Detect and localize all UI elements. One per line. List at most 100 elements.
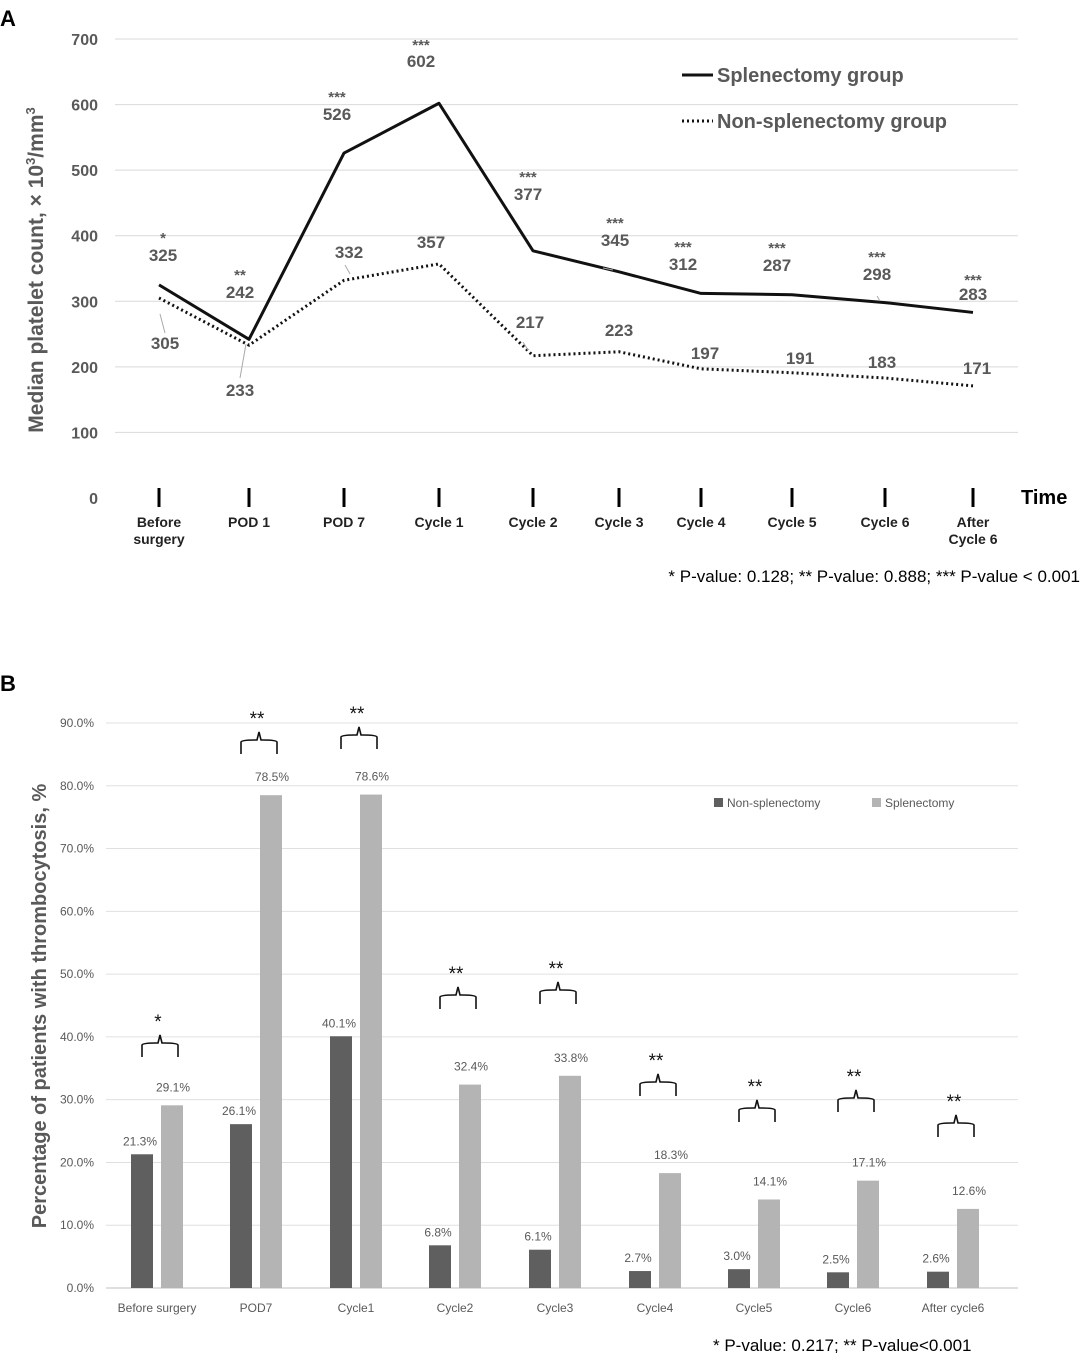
- panel-a-x-tick-label: POD 1: [228, 514, 270, 530]
- legend-splenectomy-label: Splenectomy group: [717, 65, 904, 87]
- significance-star: **: [649, 1051, 664, 1072]
- significance-star: ***: [964, 272, 982, 289]
- significance-star: **: [449, 964, 464, 985]
- splenectomy-value-label: 242: [226, 283, 254, 302]
- significance-star: *: [154, 1012, 162, 1033]
- panel-b-y-tick-label: 90.0%: [60, 716, 94, 730]
- splenectomy-value-label: 283: [959, 285, 987, 304]
- panel-a-x-tick-label: Cycle 1: [414, 514, 463, 530]
- significance-bracket: [340, 726, 378, 749]
- legend-splenectomy-swatch: [872, 798, 881, 807]
- panel-b-y-tick-label: 60.0%: [60, 904, 94, 918]
- panel-b-legend: Non-splenectomy Splenectomy: [714, 796, 954, 810]
- splenectomy-bar: [758, 1199, 780, 1288]
- significance-star: **: [748, 1077, 763, 1098]
- panel-a-y-tick-label: 300: [71, 294, 98, 311]
- label-leader-line: [159, 313, 166, 334]
- label-leader-line: [522, 341, 529, 351]
- non-splenectomy-value-label: 223: [605, 321, 633, 340]
- non-splenectomy-bar-label: 2.5%: [822, 1252, 850, 1266]
- significance-bracket: [539, 981, 577, 1004]
- panel-a-x-ticks: Before surgery POD 1 POD 7 Cycle 1 Cycle 2 Cyc…: [133, 488, 998, 547]
- non-splenectomy-bar-label: 26.1%: [222, 1104, 256, 1118]
- panel-b-bar-labels: 21.3% 29.1% 26.1% 78.5% 40.1% 78.6% 6.8% 32.4% 6…: [123, 770, 986, 1267]
- non-splenectomy-bar: [927, 1271, 949, 1288]
- panel-b-x-category-label: Cycle3: [537, 1301, 574, 1315]
- non-splenectomy-value-label: 217: [516, 313, 544, 332]
- splenectomy-bar-label: 78.6%: [355, 770, 389, 784]
- panel-b-y-tick-label: 30.0%: [60, 1093, 94, 1107]
- non-splenectomy-value-label: 183: [868, 353, 896, 372]
- splenectomy-value-label: 526: [323, 105, 351, 124]
- significance-bracket: [738, 1099, 776, 1122]
- splenectomy-line: [158, 101, 974, 341]
- panel-a-y-tick-label: 100: [71, 425, 98, 442]
- panel-b: B 0.0% 10.0% 20.0% 30.0% 40.0% 50.0% 60.0% 70.0…: [0, 671, 1018, 1353]
- significance-star: **: [847, 1067, 862, 1088]
- panel-a-x-tick-label: Cycle 6: [860, 514, 909, 530]
- splenectomy-bar: [161, 1105, 183, 1288]
- significance-bracket: [240, 731, 278, 754]
- panel-a-x-tick-label: Cycle 2: [508, 514, 557, 530]
- panel-b-y-tick-label: 80.0%: [60, 779, 94, 793]
- significance-star: ***: [412, 37, 430, 54]
- legend-non-splenectomy-swatch: [714, 798, 723, 807]
- label-leader-line: [602, 267, 614, 271]
- splenectomy-value-label: 298: [863, 265, 891, 284]
- panel-a-data-labels: 325*242**526***602***377***345***312***2…: [149, 37, 991, 400]
- significance-star: ***: [674, 239, 692, 256]
- significance-star: ***: [606, 215, 624, 232]
- non-splenectomy-bar-label: 3.0%: [723, 1249, 751, 1263]
- splenectomy-bar-label: 33.8%: [554, 1051, 588, 1065]
- non-splenectomy-line: [158, 262, 974, 388]
- significance-star: ***: [768, 240, 786, 257]
- splenectomy-bar: [459, 1084, 481, 1288]
- panel-b-y-tick-label: 70.0%: [60, 842, 94, 856]
- non-splenectomy-bar-label: 21.3%: [123, 1134, 157, 1148]
- legend-splenectomy-bar-label: Splenectomy: [885, 796, 954, 810]
- non-splenectomy-bar: [230, 1124, 252, 1288]
- panel-a-y-ticks: 0 100 200 300 400 500 600 700: [71, 32, 98, 508]
- panel-a-x-tick-label: Cycle 3: [594, 514, 643, 530]
- label-leader-line: [344, 264, 351, 275]
- panel-a-x-tick-label: POD 7: [323, 514, 365, 530]
- panel-b-x-category-label: Cycle2: [437, 1301, 474, 1315]
- splenectomy-value-label: 325: [149, 246, 177, 265]
- panel-a-footnote: * P-value: 0.128; ** P-value: 0.888; ***…: [668, 567, 1080, 586]
- non-splenectomy-value-label: 191: [786, 349, 814, 368]
- significance-star: **: [947, 1092, 962, 1113]
- splenectomy-bar: [659, 1173, 681, 1288]
- non-splenectomy-bar: [529, 1249, 551, 1288]
- non-splenectomy-value-label: 305: [151, 334, 179, 353]
- splenectomy-bar: [957, 1208, 979, 1288]
- panel-b-y-tick-label: 50.0%: [60, 967, 94, 981]
- panel-a-series: [158, 101, 974, 388]
- splenectomy-bar-label: 78.5%: [255, 770, 289, 784]
- panel-a-legend: Splenectomy group Non-splenectomy group: [682, 65, 947, 133]
- panel-a-x-tick-label: Cycle 4: [676, 514, 725, 530]
- significance-star: **: [234, 267, 246, 284]
- significance-star: **: [250, 709, 265, 730]
- significance-bracket: [141, 1034, 179, 1057]
- panel-a-y-tick-label: 500: [71, 163, 98, 180]
- panel-a-x-tick-label: Cycle 5: [767, 514, 816, 530]
- splenectomy-value-label: 312: [669, 255, 697, 274]
- panel-b-footnote: * P-value: 0.217; ** P-value<0.001: [713, 1336, 971, 1353]
- significance-bracket: [439, 986, 477, 1009]
- panel-b-label: B: [0, 671, 16, 696]
- label-leader-line: [876, 295, 881, 302]
- non-splenectomy-value-label: 233: [226, 381, 254, 400]
- non-splenectomy-bar-label: 2.7%: [624, 1251, 652, 1265]
- legend-non-splenectomy-label: Non-splenectomy group: [717, 111, 947, 133]
- non-splenectomy-bar-label: 40.1%: [322, 1016, 356, 1030]
- non-splenectomy-value-label: 171: [963, 359, 991, 378]
- panel-a-y-tick-label: 700: [71, 32, 98, 49]
- non-splenectomy-bar-label: 6.1%: [524, 1230, 552, 1244]
- panel-a-gridlines: [115, 38, 1018, 433]
- panel-b-x-category-label: After cycle6: [922, 1301, 985, 1315]
- non-splenectomy-bar: [827, 1272, 849, 1288]
- splenectomy-value-label: 345: [601, 231, 629, 250]
- label-leader-line: [239, 343, 247, 379]
- non-splenectomy-bar: [728, 1269, 750, 1288]
- panel-b-x-category-label: Cycle5: [736, 1301, 773, 1315]
